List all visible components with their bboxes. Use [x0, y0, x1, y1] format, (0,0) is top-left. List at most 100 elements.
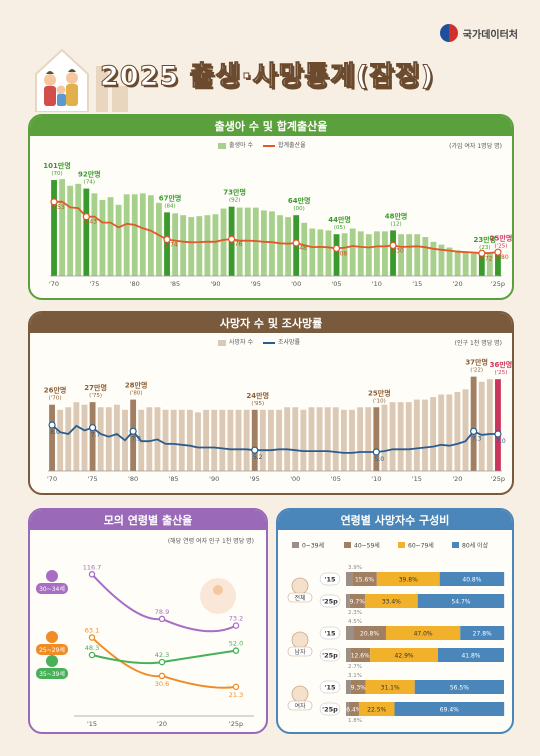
comp-segment-label: 33.4%: [382, 599, 401, 606]
deaths-bar: [357, 407, 364, 471]
births-bar: [172, 213, 179, 276]
comp-segment-label: 27.8%: [473, 631, 492, 638]
cdr-label: 8.0: [50, 429, 60, 436]
births-callout-year: (70): [51, 171, 62, 177]
deaths-callout-year: ('25): [495, 370, 508, 376]
births-bar: [75, 183, 82, 276]
deaths-bar: [389, 402, 396, 471]
births-bar: [212, 214, 219, 276]
age-comp-panel: 연령별 사망자수 구성비 0~39세 40~59세 60~79세 80세 이상 전체 '1…: [276, 508, 514, 734]
births-x-tick: '95: [251, 280, 261, 288]
tfr-point: [82, 213, 90, 221]
tfr-label: 1.30: [390, 247, 404, 254]
deaths-bar: [470, 376, 477, 471]
asfr-point: [88, 634, 96, 641]
births-bar: [398, 234, 405, 276]
asfr-point: [158, 658, 166, 666]
births-bar: [454, 250, 461, 276]
deaths-unit-note: (인구 1천 명당 명): [454, 340, 502, 347]
comp-segment: [364, 594, 418, 608]
deaths-bar: [422, 399, 428, 471]
deaths-x-tick: '95: [250, 475, 260, 483]
comp-segment: [370, 648, 438, 662]
person-badge-label: 남자: [294, 648, 306, 656]
tfr-point: [478, 249, 486, 257]
cdr-label: 7.3: [472, 435, 482, 442]
comp-segment-label: 20.8%: [360, 631, 379, 638]
births-callout-year: (00): [294, 206, 305, 212]
org-name: 국가데이터처: [462, 29, 518, 41]
deaths-bar: [203, 409, 210, 471]
births-callout-year: ('25): [495, 243, 508, 249]
deaths-bar: [227, 409, 234, 471]
asfr-panel: 모의 연령별 출산율 (해당 연령 여자 인구 1천 명당 명) 30~34세 2…: [28, 508, 268, 734]
comp-segment-label: 12.6%: [351, 653, 370, 660]
births-callout-year: (74): [84, 180, 95, 186]
deaths-bar: [373, 407, 380, 471]
births-bar: [430, 241, 437, 276]
deaths-x-tick: '25p: [491, 475, 505, 483]
deaths-callout-year: ('95): [251, 401, 264, 407]
deaths-callout-year: ('70): [49, 396, 62, 402]
asfr-value-label: 21.3: [229, 691, 243, 699]
births-bar: [123, 194, 130, 276]
tfr-label: 1.48: [293, 245, 307, 252]
year-pill: [319, 680, 341, 694]
asfr-unit-note: (해당 연령 여자 인구 1천 명당 명): [167, 538, 254, 545]
births-bar: [107, 197, 114, 276]
births-bar: [91, 193, 98, 276]
asfr-value-label: 116.7: [83, 563, 102, 571]
births-callout-year: (84): [164, 203, 175, 209]
comp-segment-label: 39.8%: [399, 577, 418, 584]
births-bar: [83, 188, 90, 276]
births-bar: [325, 230, 332, 276]
legend-cdr-line: 조사망률: [263, 337, 300, 346]
deaths-bar: [49, 404, 55, 471]
deaths-panel: 사망자 수 및 조사망률 사망자 수 조사망률 (인구 1천 명당 명) 8.0…: [28, 311, 514, 495]
age-group-badge-label: 30~34세: [39, 585, 65, 593]
births-bar: [446, 247, 453, 276]
age-comp-panel-title: 연령별 사망자수 구성비: [278, 510, 512, 530]
deaths-bar: [162, 409, 169, 471]
deaths-callout-value: 25만명: [368, 388, 391, 397]
deaths-bar: [349, 409, 355, 471]
deaths-x-tick: '75: [88, 475, 98, 483]
asfr-x-tick: '25p: [229, 720, 243, 728]
births-bar: [390, 230, 396, 276]
births-bar: [422, 237, 429, 276]
deaths-bar: [170, 409, 177, 471]
comp-segment: [349, 594, 365, 608]
deaths-bar: [365, 407, 372, 471]
births-bar: [470, 252, 477, 276]
asfr-value-label: 78.9: [155, 608, 169, 616]
age-group-badge-label: 35~39세: [39, 670, 65, 678]
comp-legend-label: 80세 이상: [462, 542, 489, 550]
year-pill: [319, 702, 341, 716]
year-pill-label: '15: [324, 576, 336, 584]
births-x-tick: '20: [453, 280, 463, 288]
deaths-x-tick: '00: [290, 475, 300, 483]
year-pill-label: '15: [324, 630, 336, 638]
comp-legend-swatch: [452, 542, 459, 548]
year-pill-label: '25p: [322, 652, 338, 660]
births-x-tick: '75: [89, 280, 99, 288]
births-callout-year: (92): [229, 198, 240, 204]
comp-segment: [358, 702, 395, 716]
org-logo: 국가데이터처: [439, 24, 518, 42]
comp-segment: [348, 702, 359, 716]
births-panel-title: 출생아 수 및 합계출산율: [30, 116, 512, 136]
births-x-tick: '85: [170, 280, 180, 288]
person-icon: [291, 685, 309, 703]
asfr-value-label: 52.0: [229, 640, 243, 648]
deaths-bar: [178, 409, 185, 471]
tfr-point: [228, 235, 236, 243]
comp-segment: [346, 680, 351, 694]
deaths-bar: [219, 409, 226, 471]
deaths-bar: [308, 407, 315, 471]
deaths-x-tick: '20: [452, 475, 462, 483]
deaths-callout-year: ('80): [130, 391, 143, 397]
asfr-value-label: 73.2: [229, 615, 243, 623]
tfr-point: [292, 239, 300, 247]
comp-legend-label: 0~39세: [302, 542, 324, 550]
comp-segment: [394, 702, 505, 716]
